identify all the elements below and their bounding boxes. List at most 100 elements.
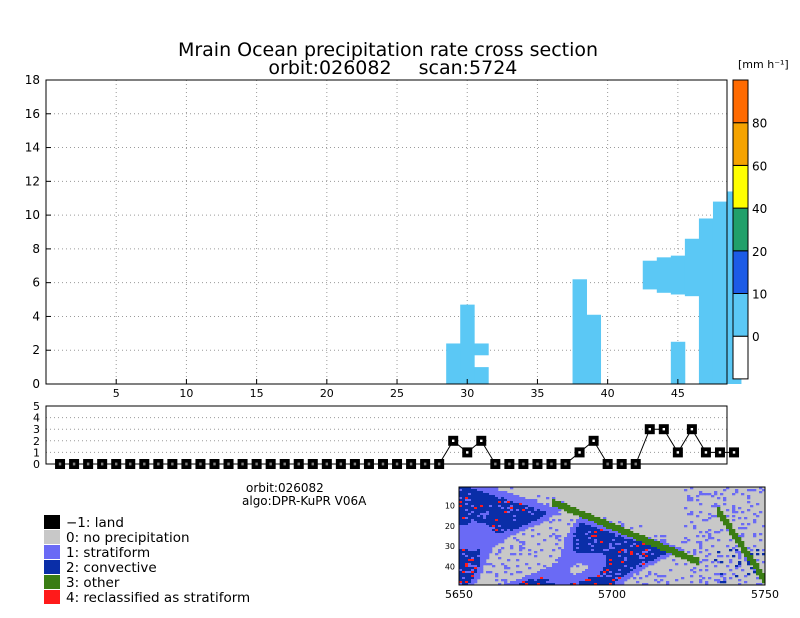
map-cell bbox=[516, 559, 520, 562]
map-cell bbox=[486, 495, 490, 498]
map-cell bbox=[603, 565, 607, 568]
map-cell bbox=[753, 571, 757, 574]
chart-title: Mrain Ocean precipitation rate cross sec… bbox=[178, 39, 598, 61]
map-cell bbox=[477, 533, 481, 536]
map-cell bbox=[516, 583, 520, 586]
map-cell bbox=[522, 517, 526, 520]
map-cell bbox=[504, 579, 508, 582]
map-cell bbox=[603, 573, 607, 576]
map-cell bbox=[483, 533, 487, 536]
map-cell bbox=[588, 543, 592, 546]
map-cell bbox=[519, 571, 523, 574]
map-cell bbox=[462, 541, 466, 544]
map-cell bbox=[573, 511, 577, 514]
map-cell bbox=[603, 525, 607, 528]
map-cell bbox=[498, 491, 502, 494]
map-cell bbox=[507, 495, 511, 498]
map-cell bbox=[501, 527, 505, 530]
map-cell bbox=[717, 511, 721, 514]
map-cell bbox=[594, 549, 598, 552]
map-cell bbox=[750, 567, 754, 570]
map-cell bbox=[462, 513, 466, 516]
map-cell bbox=[627, 567, 631, 570]
map-cell bbox=[735, 567, 739, 570]
map-cell bbox=[621, 533, 625, 536]
map-cell bbox=[618, 525, 622, 528]
map-cell bbox=[516, 519, 520, 522]
rain-type-plot-area bbox=[46, 406, 727, 464]
map-cell bbox=[669, 551, 673, 554]
map-cell bbox=[570, 507, 574, 510]
map-cell bbox=[624, 549, 628, 552]
map-cell bbox=[654, 557, 658, 560]
map-cell bbox=[639, 565, 643, 568]
legend-label: −1: land bbox=[66, 515, 124, 531]
map-cell bbox=[612, 579, 616, 582]
map-cell bbox=[462, 491, 466, 494]
map-cell bbox=[729, 525, 733, 528]
map-cell bbox=[525, 519, 529, 522]
map-cell bbox=[624, 577, 628, 580]
map-cell bbox=[498, 501, 502, 504]
map-cell bbox=[621, 561, 625, 564]
map-cell bbox=[750, 557, 754, 560]
map-cell bbox=[477, 503, 481, 506]
map-cell bbox=[663, 549, 667, 552]
map-cell bbox=[588, 577, 592, 580]
map-cell bbox=[549, 509, 553, 512]
map-cell bbox=[558, 501, 562, 504]
map-cell bbox=[723, 489, 727, 492]
map-cell bbox=[522, 527, 526, 530]
map-cell bbox=[543, 539, 547, 542]
map-cell bbox=[567, 549, 571, 552]
map-cell bbox=[480, 515, 484, 518]
map-cell bbox=[501, 519, 505, 522]
map-cell bbox=[624, 555, 628, 558]
map-cell bbox=[675, 555, 679, 558]
map-cell bbox=[735, 539, 739, 542]
map-cell bbox=[609, 581, 613, 584]
map-cell bbox=[606, 583, 610, 586]
map-y-tick-label: 10 bbox=[445, 501, 455, 510]
map-cell bbox=[747, 561, 751, 564]
map-cell bbox=[471, 501, 475, 504]
map-cell bbox=[759, 569, 763, 572]
map-cell bbox=[591, 557, 595, 560]
map-cell bbox=[747, 501, 751, 504]
map-cell bbox=[537, 577, 541, 580]
map-cell bbox=[633, 549, 637, 552]
map-cell bbox=[531, 513, 535, 516]
map-cell bbox=[732, 515, 736, 518]
map-cell bbox=[759, 571, 763, 574]
map-cell bbox=[624, 561, 628, 564]
map-cell bbox=[525, 523, 529, 526]
map-cell bbox=[564, 559, 568, 562]
map-cell bbox=[576, 541, 580, 544]
map-cell bbox=[603, 563, 607, 566]
map-cell bbox=[723, 515, 727, 518]
map-cell bbox=[633, 533, 637, 536]
map-cell bbox=[471, 577, 475, 580]
legend-label: 2: convective bbox=[66, 560, 157, 576]
map-cell bbox=[471, 509, 475, 512]
map-cell bbox=[576, 537, 580, 540]
map-cell bbox=[579, 557, 583, 560]
map-cell bbox=[705, 559, 709, 562]
map-cell bbox=[732, 529, 736, 532]
map-cell bbox=[507, 493, 511, 496]
map-cell bbox=[717, 515, 721, 518]
map-cell bbox=[732, 519, 736, 522]
map-cell bbox=[645, 537, 649, 540]
map-cell bbox=[579, 555, 583, 558]
map-cell bbox=[657, 551, 661, 554]
map-cell bbox=[495, 535, 499, 538]
rain-type-marker-dot bbox=[648, 428, 651, 431]
map-cell bbox=[633, 565, 637, 568]
map-cell bbox=[567, 541, 571, 544]
map-cell bbox=[603, 575, 607, 578]
map-cell bbox=[573, 507, 577, 510]
map-cell bbox=[693, 551, 697, 554]
map-cell bbox=[498, 537, 502, 540]
map-cell bbox=[480, 525, 484, 528]
map-cell bbox=[546, 569, 550, 572]
